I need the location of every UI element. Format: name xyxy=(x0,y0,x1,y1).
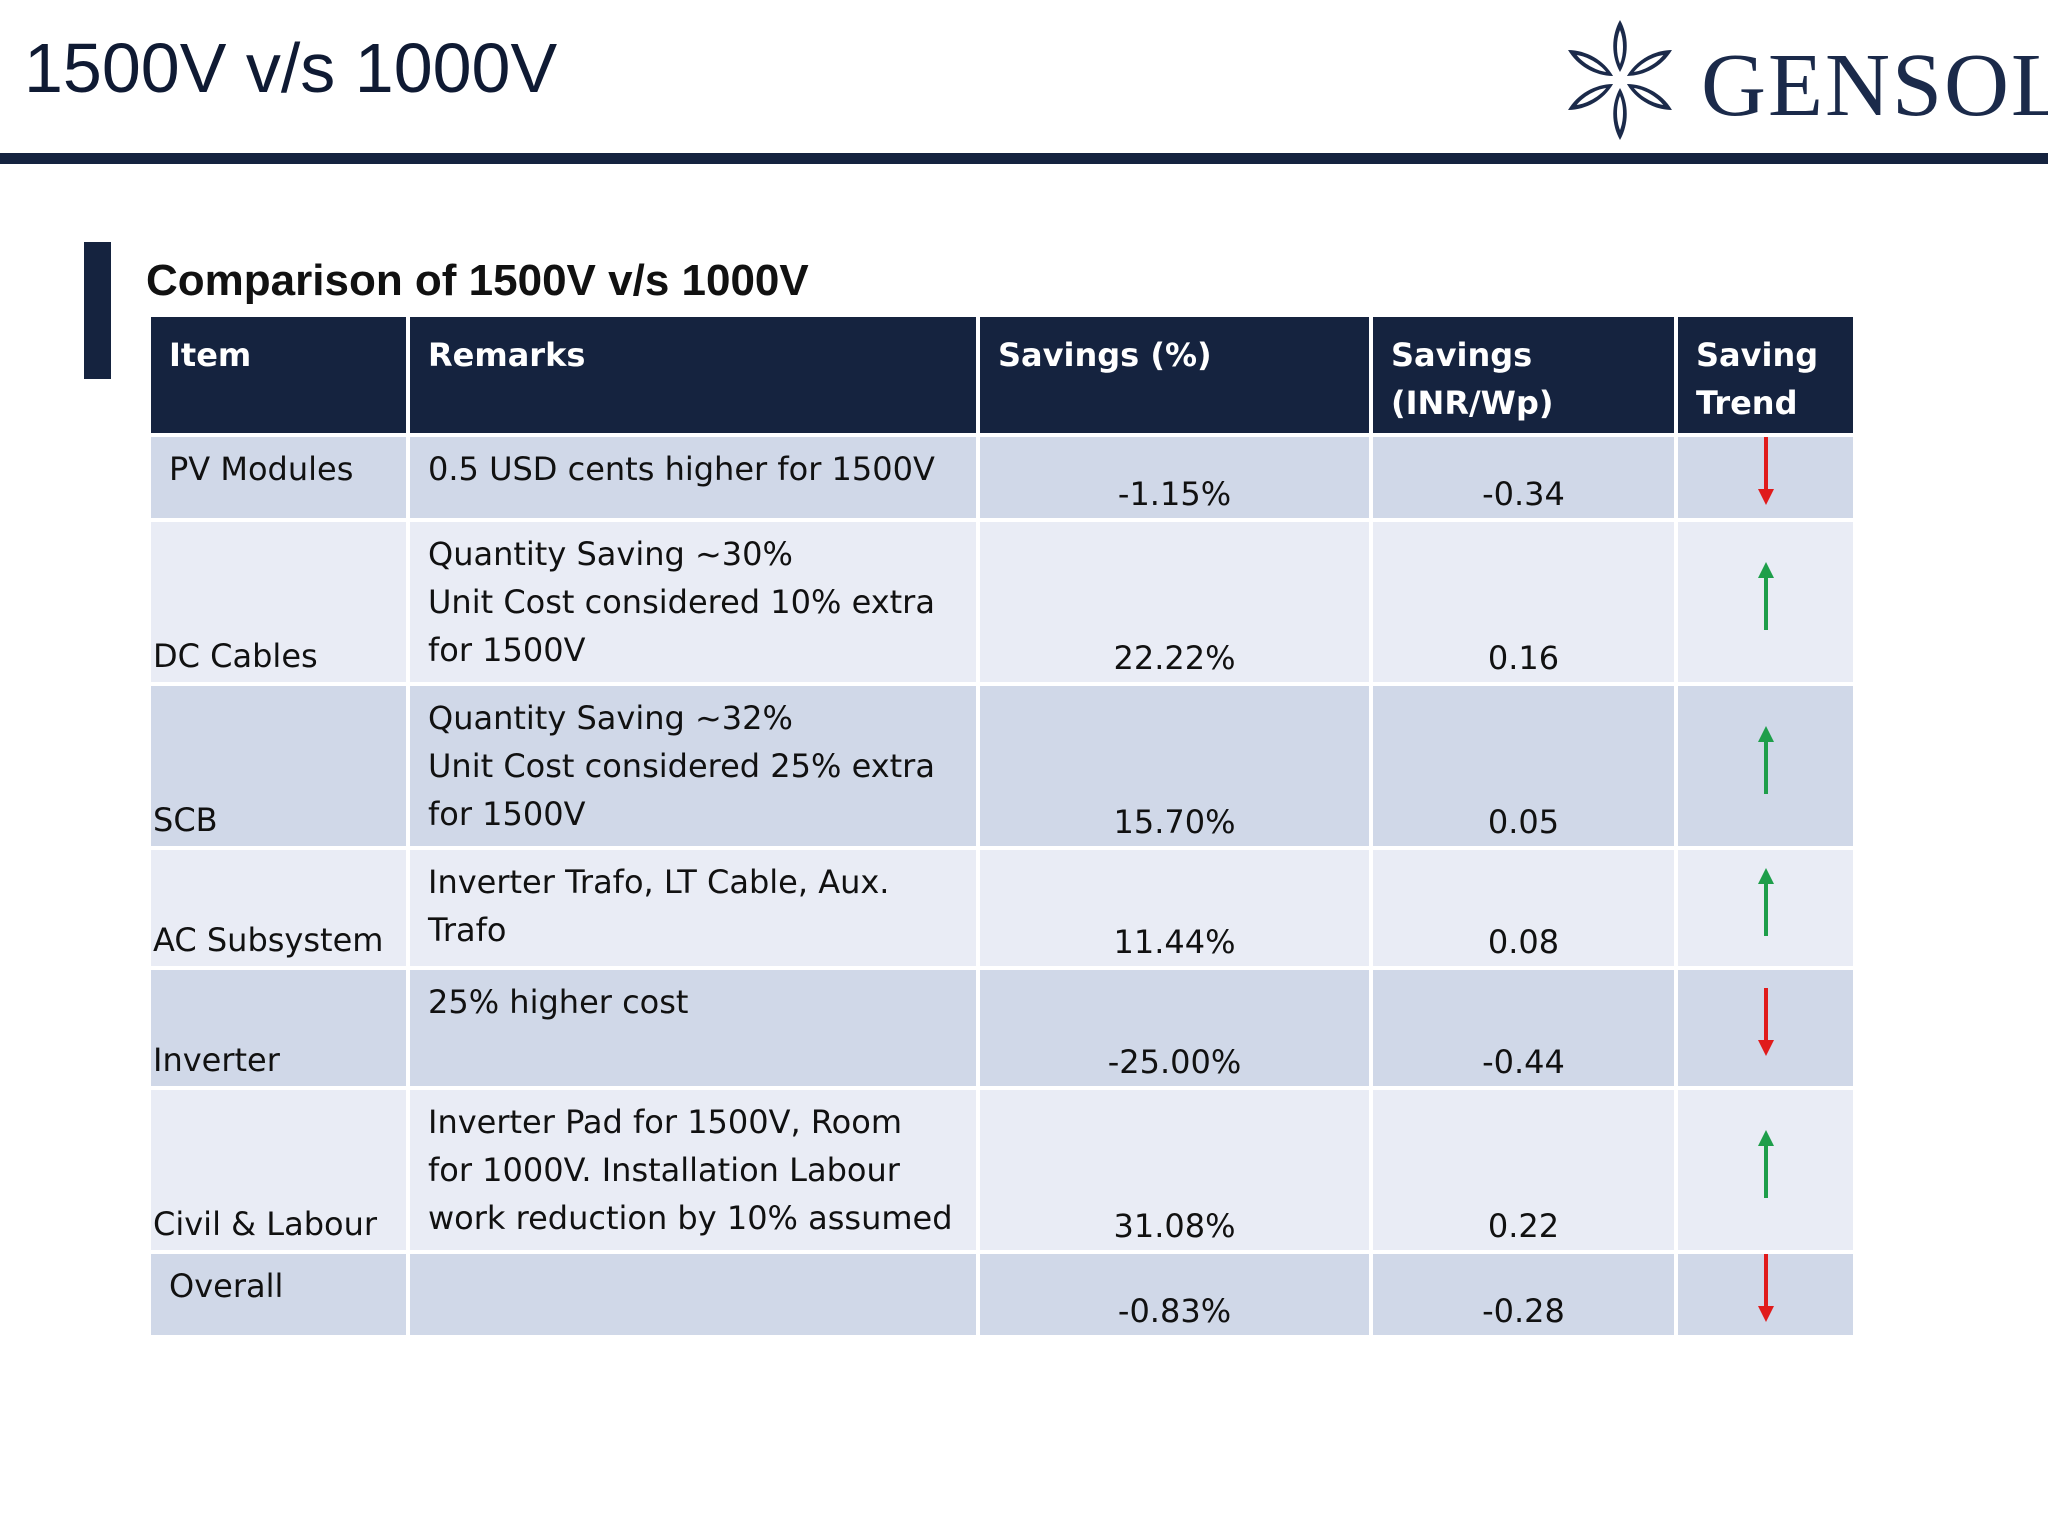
slide-title: 1500V v/s 1000V xyxy=(24,29,558,107)
row-savings-percent: 15.70% xyxy=(976,682,1373,850)
table-row: Inverter 25% higher cost -25.00% -0.44 xyxy=(147,966,1857,1090)
row-trend xyxy=(1674,966,1857,1090)
header-rule xyxy=(0,153,2048,164)
header-remarks: Remarks xyxy=(406,313,980,437)
section-title: Comparison of 1500V v/s 1000V xyxy=(146,256,809,305)
gensol-logo: GENSOL xyxy=(1565,15,2048,145)
row-item: PV Modules xyxy=(147,433,410,522)
row-remarks: Quantity Saving ~30% Unit Cost considere… xyxy=(406,518,980,686)
arrow-up-icon xyxy=(1757,1129,1774,1198)
row-savings-inr: 0.05 xyxy=(1369,682,1678,850)
row-savings-inr: 0.08 xyxy=(1369,846,1678,970)
header-savings-inr: Savings (INR/Wp) xyxy=(1369,313,1678,437)
table-row: AC Subsystem Inverter Trafo, LT Cable, A… xyxy=(147,846,1857,970)
arrow-up-icon xyxy=(1757,867,1774,936)
row-item: Overall xyxy=(147,1250,410,1339)
row-savings-percent: 31.08% xyxy=(976,1086,1373,1254)
row-savings-inr: 0.16 xyxy=(1369,518,1678,686)
section-accent-bar xyxy=(84,242,111,379)
row-savings-percent: 11.44% xyxy=(976,846,1373,970)
arrow-down-icon xyxy=(1757,437,1774,505)
row-remarks: Inverter Trafo, LT Cable, Aux. Trafo xyxy=(406,846,980,970)
row-savings-inr: -0.28 xyxy=(1369,1250,1678,1339)
row-remarks: 0.5 USD cents higher for 1500V xyxy=(406,433,980,522)
row-item: DC Cables xyxy=(147,518,410,686)
row-savings-percent: -25.00% xyxy=(976,966,1373,1090)
row-savings-inr: -0.34 xyxy=(1369,433,1678,522)
table-row: DC Cables Quantity Saving ~30% Unit Cost… xyxy=(147,518,1857,686)
row-item: Inverter xyxy=(147,966,410,1090)
snowflake-logo-icon xyxy=(1568,20,1672,140)
arrow-down-icon xyxy=(1757,987,1774,1056)
arrow-up-icon xyxy=(1757,725,1774,794)
row-item: SCB xyxy=(147,682,410,850)
row-savings-percent: -1.15% xyxy=(976,433,1373,522)
table-row: SCB Quantity Saving ~32% Unit Cost consi… xyxy=(147,682,1857,850)
header-saving-trend: Saving Trend xyxy=(1674,313,1857,437)
row-remarks: Quantity Saving ~32% Unit Cost considere… xyxy=(406,682,980,850)
row-trend xyxy=(1674,1086,1857,1254)
row-remarks: 25% higher cost xyxy=(406,966,980,1090)
row-savings-inr: -0.44 xyxy=(1369,966,1678,1090)
row-item: AC Subsystem xyxy=(147,846,410,970)
arrow-down-icon xyxy=(1757,1254,1774,1322)
comparison-table: Item Remarks Savings (%) Savings (INR/Wp… xyxy=(147,313,1857,1339)
row-savings-inr: 0.22 xyxy=(1369,1086,1678,1254)
logo-wordmark: GENSOL xyxy=(1701,36,2048,135)
table-header-row: Item Remarks Savings (%) Savings (INR/Wp… xyxy=(147,313,1857,437)
row-savings-percent: 22.22% xyxy=(976,518,1373,686)
row-savings-percent: -0.83% xyxy=(976,1250,1373,1339)
row-trend xyxy=(1674,433,1857,522)
header-savings-percent: Savings (%) xyxy=(976,313,1373,437)
row-trend xyxy=(1674,1250,1857,1339)
row-trend xyxy=(1674,846,1857,970)
row-item: Civil & Labour xyxy=(147,1086,410,1254)
row-remarks xyxy=(406,1250,980,1339)
table-row: Civil & Labour Inverter Pad for 1500V, R… xyxy=(147,1086,1857,1254)
arrow-up-icon xyxy=(1757,561,1774,630)
row-trend xyxy=(1674,682,1857,850)
row-remarks: Inverter Pad for 1500V, Room for 1000V. … xyxy=(406,1086,980,1254)
table-row: Overall -0.83% -0.28 xyxy=(147,1250,1857,1339)
table-row: PV Modules 0.5 USD cents higher for 1500… xyxy=(147,433,1857,522)
header-item: Item xyxy=(147,313,410,437)
row-trend xyxy=(1674,518,1857,686)
